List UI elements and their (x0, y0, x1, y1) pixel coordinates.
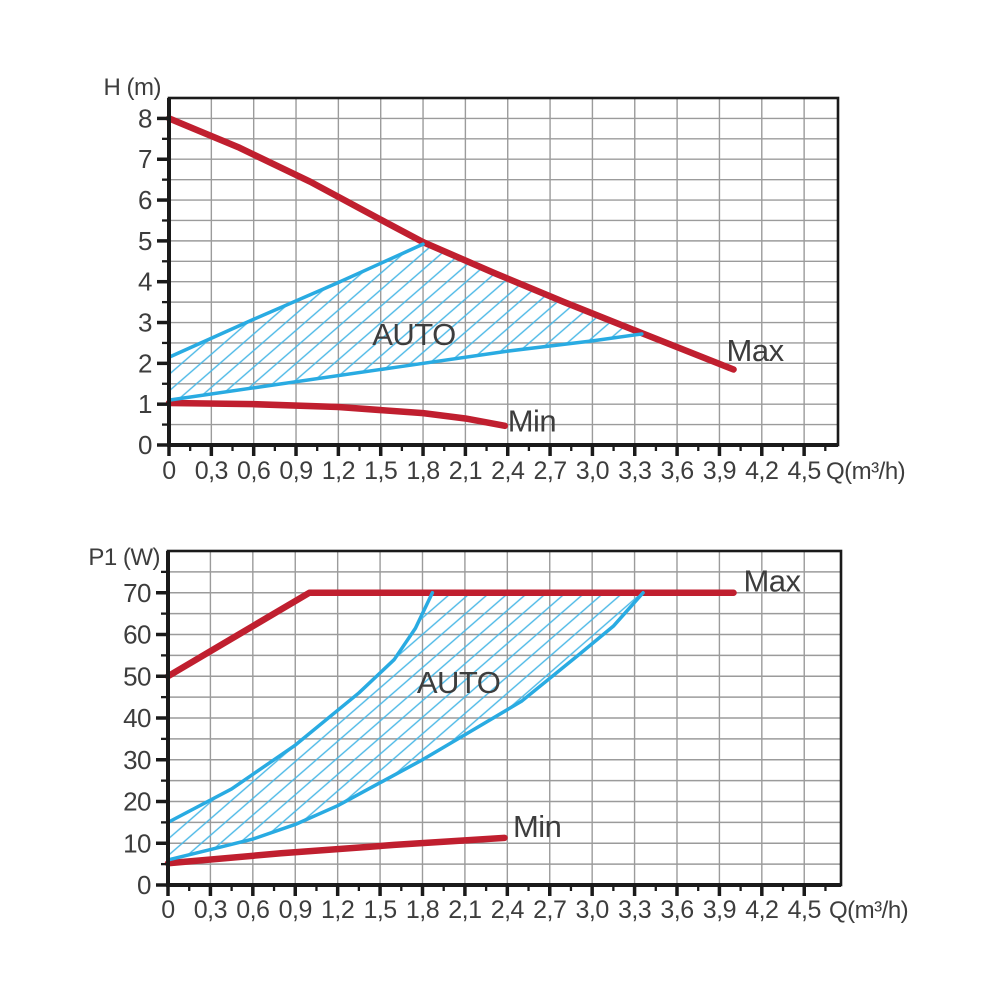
x-tick-label: 0,6 (236, 896, 269, 924)
y-tick-label: 5 (138, 226, 152, 256)
y-tick-label: 60 (123, 620, 151, 650)
y-tick-label: 6 (138, 185, 152, 215)
x-tick-label: 3,9 (703, 896, 736, 924)
y-tick-label: 20 (123, 787, 151, 817)
x-tick-label: 0 (161, 896, 174, 924)
x-tick-label: 1,5 (363, 896, 396, 924)
auto-lower-curve (167, 332, 644, 402)
x-tick-label: 4,2 (745, 457, 778, 485)
y-axis-title: H (m) (104, 74, 161, 101)
power-flow-chart: 0 0,3 0,6 0,9 1,2 1,5 1,8 2,1 2,4 2,7 3,0 3,3 3,6 3,9… (88, 544, 908, 924)
x-tick-label: 2,1 (448, 896, 481, 924)
x-tick-label: 3,9 (703, 457, 736, 485)
x-tick-label: 4,2 (745, 896, 778, 924)
y-tick-label: 70 (123, 578, 151, 608)
max-curve (165, 115, 737, 373)
x-tick-label: 3,0 (576, 896, 609, 924)
annotation-max: Max (727, 333, 785, 368)
x-tick-label: 1,2 (322, 457, 355, 485)
x-tick-label: 0,3 (195, 457, 228, 485)
auto-upper-curve (167, 242, 425, 359)
x-tick-label: 3,6 (660, 896, 693, 924)
y-tick-label: 8 (138, 103, 152, 133)
min-curve (165, 399, 509, 430)
x-tick-label: 4,5 (787, 457, 820, 485)
y-tick-label: 2 (138, 348, 152, 378)
head-flow-chart: 0 0,3 0,6 0,9 1,2 1,5 1,8 2,1 2,4 2,7 3,0 3,3 3,6 3,9… (104, 74, 906, 485)
x-tick-label: 3,3 (618, 457, 651, 485)
auto-region-hatch (168, 592, 644, 860)
x-tick-label: 2,7 (533, 896, 566, 924)
min-curve (164, 834, 508, 867)
y-tick-label: 0 (137, 870, 151, 900)
y-tick-label: 10 (123, 828, 151, 858)
x-tick-label: 1,5 (364, 457, 397, 485)
x-tick-label: 0,9 (279, 457, 312, 485)
x-tick-label: 1,8 (406, 457, 439, 485)
plot-border (167, 96, 840, 447)
x-tick-label: 3,0 (576, 457, 609, 485)
y-tick-label: 4 (138, 267, 152, 297)
x-axis-title: Q(m³/h) (826, 458, 905, 485)
auto-upper-curve (166, 591, 435, 825)
y-tick-label: 40 (123, 703, 151, 733)
y-tick-label: 0 (138, 430, 152, 460)
x-tick-label: 1,2 (321, 896, 354, 924)
x-tick-label: 0 (162, 457, 175, 485)
annotation-max: Max (743, 563, 801, 598)
annotation-auto: AUTO (417, 665, 501, 700)
x-tick-label: 0,3 (194, 896, 227, 924)
x-tick-label: 3,3 (618, 896, 651, 924)
max-curve (164, 589, 737, 680)
x-tick-label: 2,7 (533, 457, 566, 485)
x-tick-label: 0,9 (279, 896, 312, 924)
x-tick-label: 4,5 (788, 896, 821, 924)
auto-region-hatch (169, 244, 642, 401)
annotation-min: Min (508, 404, 556, 439)
x-axis-title: Q(m³/h) (829, 897, 908, 924)
annotation-min: Min (513, 809, 561, 844)
y-tick-label: 1 (138, 389, 152, 419)
x-tick-label: 3,6 (660, 457, 693, 485)
y-axis-title: P1 (W) (88, 544, 160, 571)
x-tick-label: 2,1 (449, 457, 482, 485)
auto-lower-curve (166, 591, 645, 862)
y-tick-label: 3 (138, 308, 152, 338)
x-tick-label: 0,6 (237, 457, 270, 485)
x-tick-label: 2,4 (491, 457, 525, 485)
x-tick-label: 1,8 (406, 896, 439, 924)
annotation-auto: AUTO (372, 317, 456, 352)
y-tick-label: 50 (123, 661, 151, 691)
y-tick-label: 30 (123, 745, 151, 775)
y-tick-label: 7 (138, 144, 152, 174)
x-tick-label: 2,4 (491, 896, 525, 924)
